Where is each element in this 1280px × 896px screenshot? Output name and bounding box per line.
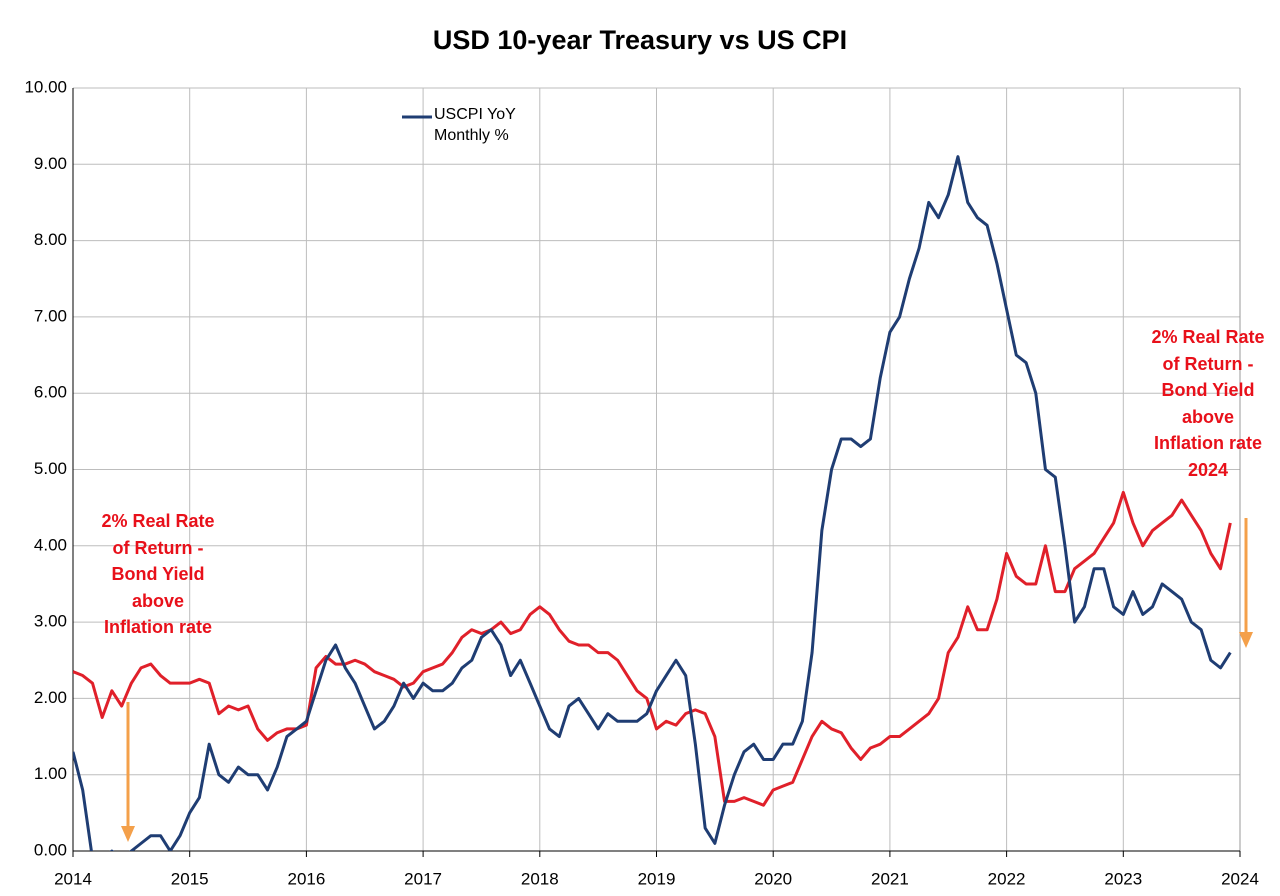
annotation-line: 2% Real Rate xyxy=(101,511,215,531)
chart-title: USD 10-year Treasury vs US CPI xyxy=(433,25,847,55)
annotation: 2% Real Rate of Return - Bond Yield above In… xyxy=(1138,324,1278,483)
x-tick-label: 2016 xyxy=(287,869,325,888)
grid: 0.00 1.00 2.00 3.00 4.00 5.00 6.00 7.00 8.00 9.00… xyxy=(24,77,1258,888)
x-tick-label: 2021 xyxy=(871,869,909,888)
y-tick-label: 9.00 xyxy=(34,154,67,173)
annotation-line: 2024 xyxy=(1187,459,1229,480)
annotation-line: Bond Yield xyxy=(1161,380,1255,400)
y-tick-label: 0.00 xyxy=(34,840,67,859)
x-tick-label: 2023 xyxy=(1104,869,1142,888)
annotation-line: Inflation rate xyxy=(103,617,212,637)
series-line xyxy=(73,490,1232,807)
x-tick-label: 2015 xyxy=(171,869,209,888)
x-tick-label: 2019 xyxy=(638,869,676,888)
y-tick-label: 2.00 xyxy=(34,688,67,707)
annotation-line: Inflation rate xyxy=(1153,433,1262,453)
x-tick-label: 2018 xyxy=(521,869,559,888)
legend-label: USCPI YoY Monthly % xyxy=(434,106,516,144)
annotation-line: above xyxy=(1181,406,1235,427)
annotation-line: 2% Real Rate xyxy=(1151,327,1265,347)
annotation-line: of Return - xyxy=(112,537,204,558)
annotation-line: Bond Yield xyxy=(111,564,205,584)
y-tick-label: 5.00 xyxy=(34,459,67,478)
annotation-line: above xyxy=(131,590,185,611)
x-tick-label: 2024 xyxy=(1221,869,1259,888)
y-tick-label: 6.00 xyxy=(34,383,67,402)
arrow-head xyxy=(1239,632,1253,648)
x-tick-label: 2017 xyxy=(404,869,442,888)
y-tick-label: 10.00 xyxy=(24,77,67,96)
y-tick-label: 3.00 xyxy=(34,612,67,631)
x-tick-label: 2014 xyxy=(54,869,92,888)
y-tick-label: 8.00 xyxy=(34,230,67,249)
y-tick-label: 7.00 xyxy=(34,306,67,325)
y-tick-label: 1.00 xyxy=(34,764,67,783)
y-tick-label: 4.00 xyxy=(34,535,67,554)
x-tick-label: 2022 xyxy=(988,869,1026,888)
arrow-head xyxy=(121,826,135,842)
annotation: 2% Real Rate of Return - Bond Yield above In… xyxy=(88,508,228,641)
annotation-line: of Return - xyxy=(1162,353,1254,374)
series-line xyxy=(73,155,1232,851)
plot-area xyxy=(73,155,1232,851)
x-tick-label: 2020 xyxy=(754,869,792,888)
